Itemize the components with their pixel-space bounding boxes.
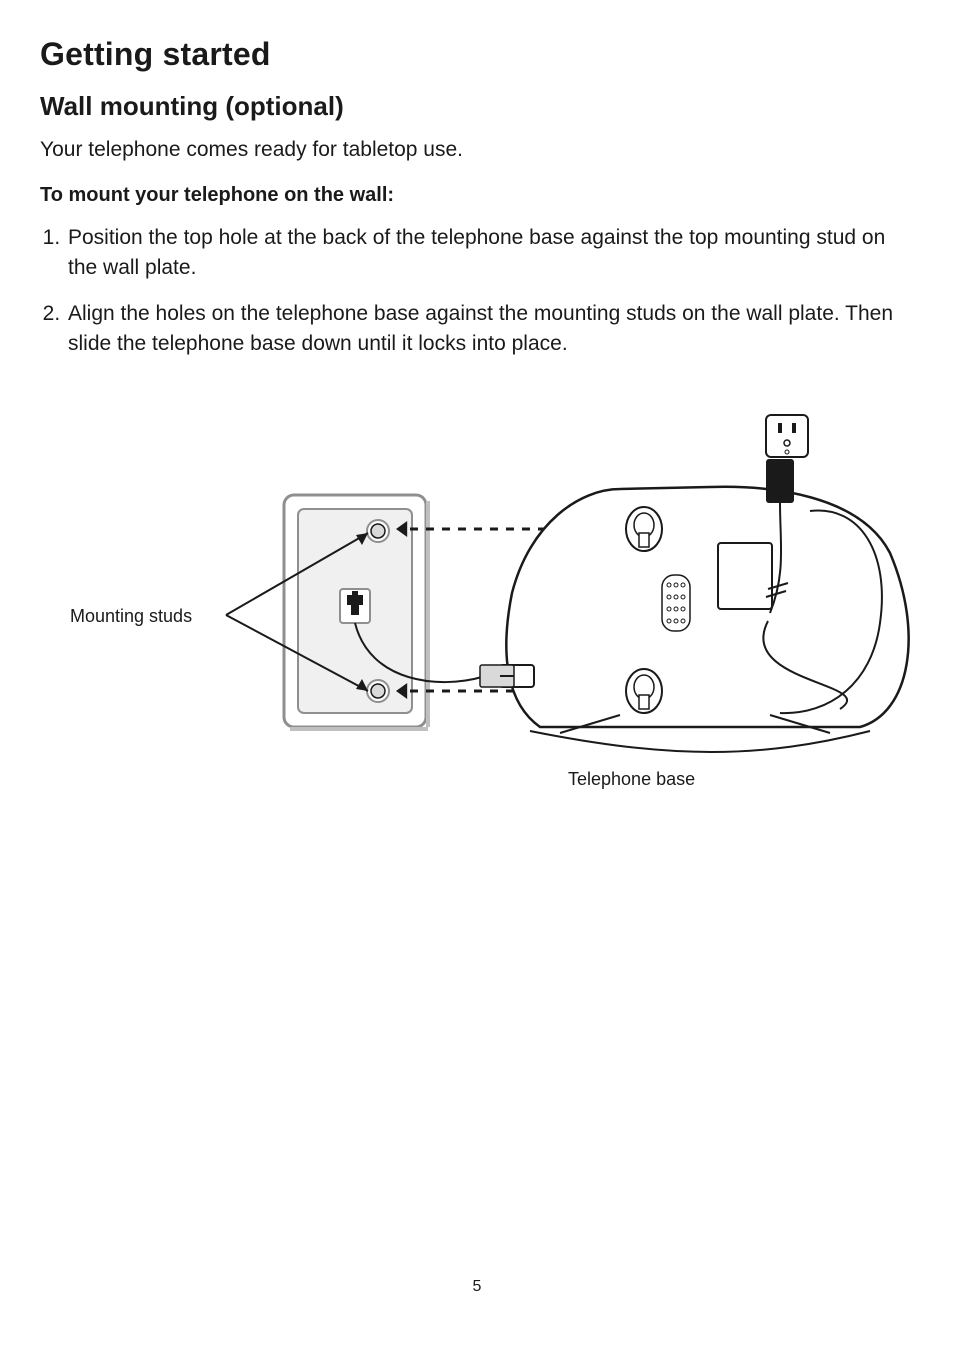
intro-text: Your telephone comes ready for tabletop … <box>40 136 914 164</box>
page-number: 5 <box>0 1278 954 1296</box>
steps-list: Position the top hole at the back of the… <box>40 223 914 358</box>
instructions-heading: To mount your telephone on the wall: <box>40 184 914 207</box>
wall-mount-figure: Mounting studs Telephone base <box>40 393 914 813</box>
section-title: Getting started <box>40 36 914 73</box>
subsection-title: Wall mounting (optional) <box>40 91 914 122</box>
step-item: Align the holes on the telephone base ag… <box>66 299 914 359</box>
figure-svg <box>40 393 954 813</box>
page: Getting started Wall mounting (optional)… <box>0 0 954 1354</box>
step-item: Position the top hole at the back of the… <box>66 223 914 283</box>
